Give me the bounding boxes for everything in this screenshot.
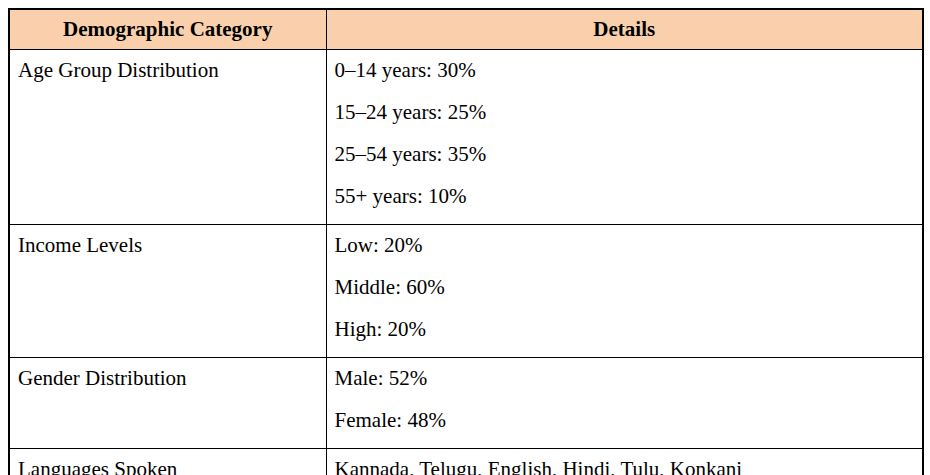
detail-line: 25–54 years: 35% <box>335 140 915 168</box>
table-row-age-group: Age Group Distribution 0–14 years: 30% 1… <box>9 49 923 224</box>
detail-line: 15–24 years: 25% <box>335 98 915 126</box>
detail-line: 55+ years: 10% <box>335 182 915 210</box>
detail-line: Female: 48% <box>335 406 915 434</box>
category-cell-age-group: Age Group Distribution <box>9 49 326 224</box>
details-cell-income-levels: Low: 20% Middle: 60% High: 20% <box>326 224 923 357</box>
table-row-languages-spoken: Languages Spoken Kannada, Telugu, Englis… <box>9 448 923 475</box>
column-header-demographic-category: Demographic Category <box>9 9 326 49</box>
category-cell-languages-spoken: Languages Spoken <box>9 448 326 475</box>
category-cell-gender-distribution: Gender Distribution <box>9 357 326 448</box>
details-cell-gender-distribution: Male: 52% Female: 48% <box>326 357 923 448</box>
detail-line: Kannada, Telugu, English, Hindi, Tulu, K… <box>335 455 915 475</box>
demographics-table: Demographic Category Details Age Group D… <box>8 8 924 475</box>
details-cell-age-group: 0–14 years: 30% 15–24 years: 25% 25–54 y… <box>326 49 923 224</box>
table-header-row: Demographic Category Details <box>9 9 923 49</box>
detail-line: Male: 52% <box>335 364 915 392</box>
category-cell-income-levels: Income Levels <box>9 224 326 357</box>
detail-line: 0–14 years: 30% <box>335 56 915 84</box>
document-page: Demographic Category Details Age Group D… <box>0 0 930 475</box>
details-cell-languages-spoken: Kannada, Telugu, English, Hindi, Tulu, K… <box>326 448 923 475</box>
detail-line: High: 20% <box>335 315 915 343</box>
detail-line: Middle: 60% <box>335 273 915 301</box>
detail-line: Low: 20% <box>335 231 915 259</box>
table-row-income-levels: Income Levels Low: 20% Middle: 60% High:… <box>9 224 923 357</box>
column-header-details: Details <box>326 9 923 49</box>
table-row-gender-distribution: Gender Distribution Male: 52% Female: 48… <box>9 357 923 448</box>
